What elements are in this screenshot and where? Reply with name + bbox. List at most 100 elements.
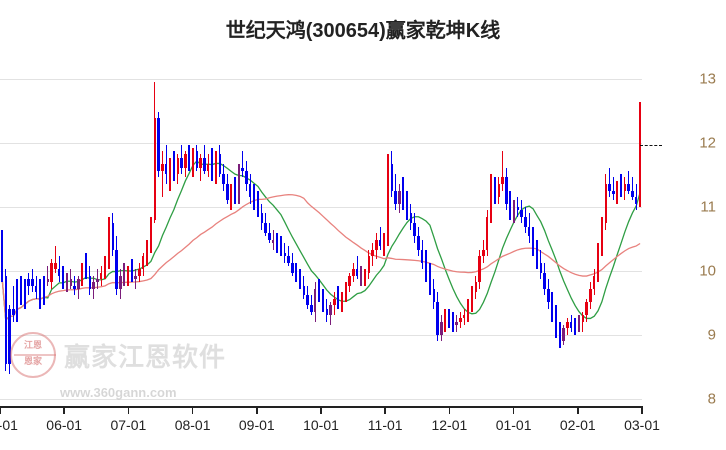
- candle-body[interactable]: [280, 246, 282, 253]
- candle-body[interactable]: [222, 174, 224, 184]
- candle-body[interactable]: [108, 223, 110, 262]
- candle-body[interactable]: [570, 322, 572, 329]
- candle-body[interactable]: [131, 273, 133, 280]
- candle-body[interactable]: [498, 184, 500, 197]
- candle-body[interactable]: [35, 286, 37, 293]
- candle-body[interactable]: [398, 191, 400, 204]
- candle-body[interactable]: [391, 164, 393, 190]
- candle-body[interactable]: [12, 309, 14, 316]
- candle-body[interactable]: [436, 302, 438, 335]
- candle-body[interactable]: [345, 286, 347, 296]
- candle-body[interactable]: [360, 276, 362, 279]
- candle-body[interactable]: [429, 276, 431, 289]
- candle-body[interactable]: [261, 213, 263, 223]
- candle-wick[interactable]: [135, 269, 136, 289]
- candle-body[interactable]: [333, 299, 335, 306]
- candle-body[interactable]: [27, 279, 29, 286]
- candle-body[interactable]: [635, 197, 637, 204]
- candle-body[interactable]: [433, 289, 435, 302]
- candle-body[interactable]: [501, 177, 503, 184]
- candle-body[interactable]: [425, 263, 427, 276]
- candle-body[interactable]: [593, 276, 595, 289]
- candle-body[interactable]: [123, 276, 125, 279]
- candle-body[interactable]: [299, 279, 301, 286]
- candle-body[interactable]: [150, 220, 152, 246]
- candle-body[interactable]: [196, 151, 198, 167]
- candle-body[interactable]: [608, 184, 610, 191]
- candle-body[interactable]: [264, 223, 266, 233]
- candle-body[interactable]: [452, 322, 454, 325]
- candle-body[interactable]: [100, 273, 102, 280]
- candle-body[interactable]: [169, 168, 171, 175]
- candle-body[interactable]: [284, 253, 286, 256]
- candle-body[interactable]: [589, 289, 591, 302]
- candle-body[interactable]: [631, 191, 633, 198]
- candle-body[interactable]: [203, 158, 205, 171]
- candle-body[interactable]: [268, 233, 270, 240]
- candle-body[interactable]: [234, 191, 236, 198]
- candle-body[interactable]: [326, 309, 328, 316]
- candle-body[interactable]: [77, 279, 79, 289]
- candle-body[interactable]: [471, 292, 473, 305]
- candle-body[interactable]: [406, 204, 408, 214]
- candle-body[interactable]: [624, 184, 626, 191]
- candle-body[interactable]: [241, 168, 243, 171]
- candle-body[interactable]: [180, 158, 182, 168]
- candle-body[interactable]: [524, 217, 526, 227]
- candle-body[interactable]: [605, 184, 607, 223]
- candle-body[interactable]: [245, 171, 247, 184]
- candle-body[interactable]: [154, 118, 156, 220]
- candle-body[interactable]: [627, 184, 629, 191]
- candle-body[interactable]: [532, 236, 534, 249]
- candle-wick[interactable]: [173, 151, 174, 181]
- candle-body[interactable]: [306, 295, 308, 305]
- candle-body[interactable]: [253, 197, 255, 204]
- candle-body[interactable]: [165, 164, 167, 174]
- candle-body[interactable]: [73, 286, 75, 289]
- candle-body[interactable]: [318, 289, 320, 299]
- candle-body[interactable]: [540, 263, 542, 273]
- candle-body[interactable]: [559, 332, 561, 342]
- candle-body[interactable]: [92, 282, 94, 289]
- candle-body[interactable]: [24, 286, 26, 299]
- candle-body[interactable]: [375, 240, 377, 250]
- candle-body[interactable]: [517, 207, 519, 210]
- candle-body[interactable]: [509, 204, 511, 214]
- candle-body[interactable]: [66, 279, 68, 282]
- candle-body[interactable]: [39, 292, 41, 302]
- candle-body[interactable]: [520, 210, 522, 217]
- candle-body[interactable]: [494, 184, 496, 197]
- candle-body[interactable]: [138, 269, 140, 276]
- candle-body[interactable]: [486, 217, 488, 250]
- candle-body[interactable]: [207, 164, 209, 171]
- candle-body[interactable]: [341, 295, 343, 305]
- candle-body[interactable]: [295, 273, 297, 280]
- candle-body[interactable]: [89, 276, 91, 289]
- candle-body[interactable]: [444, 318, 446, 321]
- candle-body[interactable]: [448, 318, 450, 321]
- candle-body[interactable]: [551, 302, 553, 315]
- candle-wick[interactable]: [162, 151, 163, 197]
- candle-body[interactable]: [379, 240, 381, 247]
- candle-body[interactable]: [543, 273, 545, 289]
- candle-body[interactable]: [96, 279, 98, 282]
- candle-body[interactable]: [616, 187, 618, 194]
- candle-body[interactable]: [562, 328, 564, 341]
- candle-body[interactable]: [513, 207, 515, 214]
- candle-body[interactable]: [20, 282, 22, 298]
- candle-body[interactable]: [387, 164, 389, 239]
- candle-body[interactable]: [413, 223, 415, 236]
- candle-body[interactable]: [173, 168, 175, 175]
- candle-wick[interactable]: [66, 273, 67, 293]
- candle-body[interactable]: [43, 279, 45, 302]
- candle-body[interactable]: [612, 191, 614, 194]
- candle-body[interactable]: [639, 118, 641, 203]
- candle-body[interactable]: [188, 154, 190, 164]
- candle-wick[interactable]: [123, 263, 124, 286]
- candle-body[interactable]: [348, 276, 350, 286]
- candle-body[interactable]: [272, 240, 274, 243]
- candle-body[interactable]: [104, 263, 106, 273]
- candle-body[interactable]: [459, 318, 461, 321]
- candle-body[interactable]: [597, 250, 599, 276]
- candle-body[interactable]: [303, 286, 305, 296]
